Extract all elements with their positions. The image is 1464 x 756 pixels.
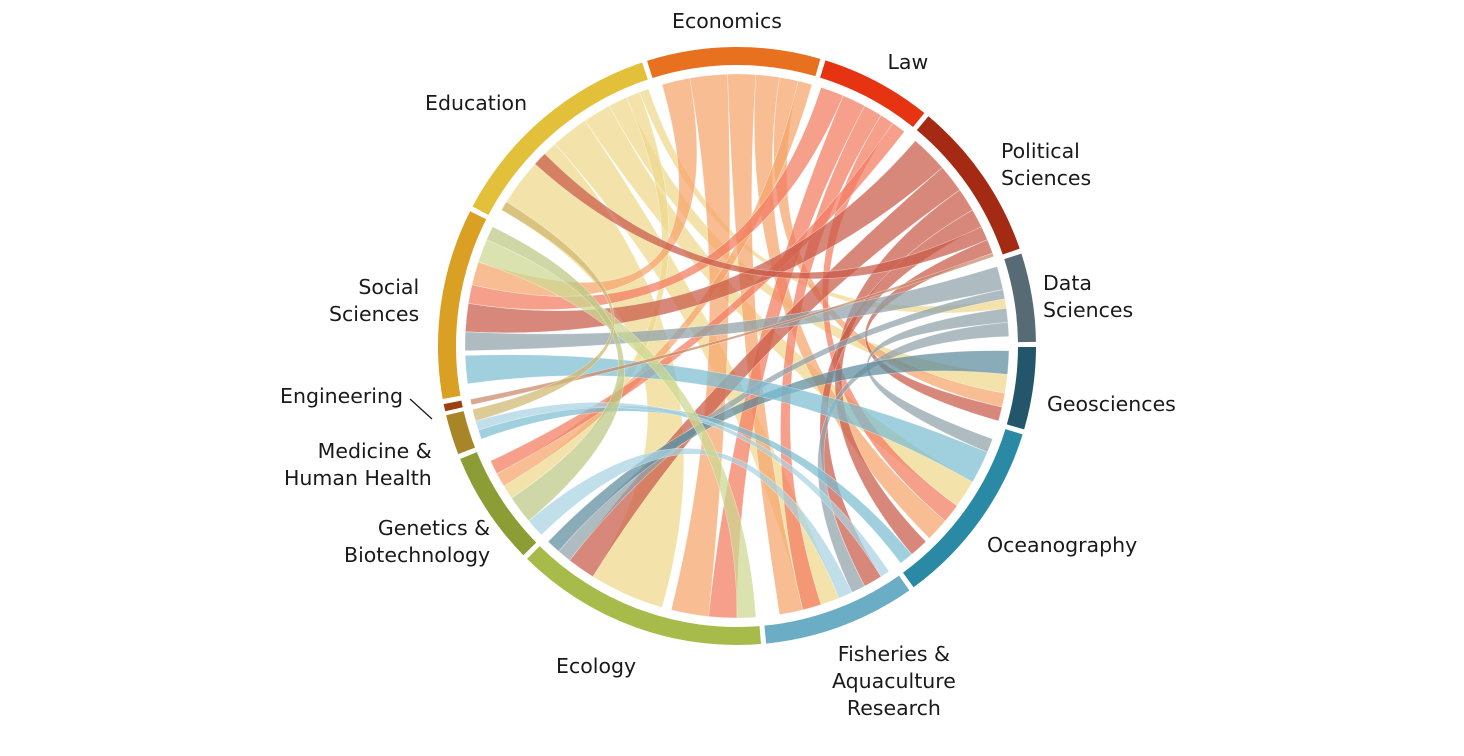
label-line: Medicine &	[317, 439, 432, 463]
ring-arc-engineering[interactable]	[443, 400, 463, 412]
label-economics: Economics	[672, 8, 782, 35]
label-line: Biotechnology	[344, 543, 491, 567]
label-line: Engineering	[280, 384, 403, 408]
label-medicine: Medicine & Human Health	[284, 438, 432, 492]
ring-arc-medicine[interactable]	[446, 411, 476, 455]
chord-fisheries-genetics[interactable]	[528, 448, 853, 599]
chord-data-sciences-social-sciences[interactable]	[464, 266, 1004, 352]
ring-layer	[438, 47, 1036, 645]
chord-political-sciences-education[interactable]	[534, 153, 988, 280]
label-genetics: Genetics & Biotechnology	[344, 515, 490, 569]
label-line: Law	[887, 50, 929, 74]
chord-engineering-political-sciences[interactable]	[469, 252, 995, 406]
engineering-leader-line	[409, 398, 433, 420]
ring-arc-geosciences[interactable]	[1006, 346, 1036, 430]
chord-medicine-education[interactable]	[472, 201, 615, 422]
label-data-sciences: Data Sciences	[1043, 270, 1133, 324]
label-line: Aquaculture	[832, 669, 956, 693]
label-line: Political	[1001, 139, 1080, 163]
ring-arc-oceanography[interactable]	[902, 429, 1023, 588]
label-line: Sciences	[1043, 298, 1134, 322]
chord-genetics-social-sciences[interactable]	[486, 226, 625, 522]
label-line: Education	[425, 91, 528, 115]
ring-arc-education[interactable]	[472, 62, 648, 215]
chord-data-sciences-ecology[interactable]	[558, 289, 1006, 561]
label-line: Oceanography	[987, 533, 1138, 557]
label-line: Sciences	[329, 302, 420, 326]
chord-economics-genetics[interactable]	[496, 80, 813, 487]
label-line: Ecology	[556, 654, 637, 678]
label-ecology: Ecology	[556, 653, 636, 680]
ring-arc-political-sciences[interactable]	[916, 116, 1020, 255]
chord-oceanography-social-sciences[interactable]	[464, 354, 988, 483]
label-education: Education	[425, 90, 527, 117]
label-line: Research	[846, 696, 941, 720]
chord-oceanography-medicine[interactable]	[477, 405, 913, 564]
label-law: Law	[888, 49, 929, 76]
chord-data-sciences-oceanography[interactable]	[866, 307, 1009, 453]
label-line: Fisheries &	[837, 642, 950, 666]
label-line: Economics	[672, 9, 782, 33]
label-line: Human Health	[284, 466, 432, 490]
label-line: Data	[1043, 271, 1092, 295]
label-line: Sciences	[1001, 166, 1092, 190]
label-engineering: Engineering	[280, 383, 403, 410]
label-fisheries: Fisheries & Aquaculture Research	[832, 641, 956, 722]
label-social-sciences: Social Sciences	[329, 274, 419, 328]
chord-fisheries-medicine[interactable]	[475, 402, 890, 578]
label-oceanography: Oceanography	[987, 532, 1137, 559]
label-line: Genetics &	[377, 516, 491, 540]
ring-arc-law[interactable]	[820, 60, 925, 128]
ring-arc-ecology[interactable]	[527, 546, 761, 645]
label-political-sciences: Political Sciences	[1001, 138, 1091, 192]
ring-arc-social-sciences[interactable]	[438, 211, 487, 399]
chord-ecology-social-sciences[interactable]	[477, 239, 757, 619]
chords-layer	[464, 73, 1010, 619]
ring-arc-data-sciences[interactable]	[1004, 253, 1036, 343]
ring-arc-genetics[interactable]	[460, 452, 537, 556]
label-line: Geosciences	[1047, 392, 1176, 416]
ring-arc-economics[interactable]	[647, 47, 821, 79]
label-line: Social	[358, 275, 420, 299]
label-geosciences: Geosciences	[1047, 391, 1176, 418]
ring-arc-fisheries[interactable]	[764, 575, 910, 644]
